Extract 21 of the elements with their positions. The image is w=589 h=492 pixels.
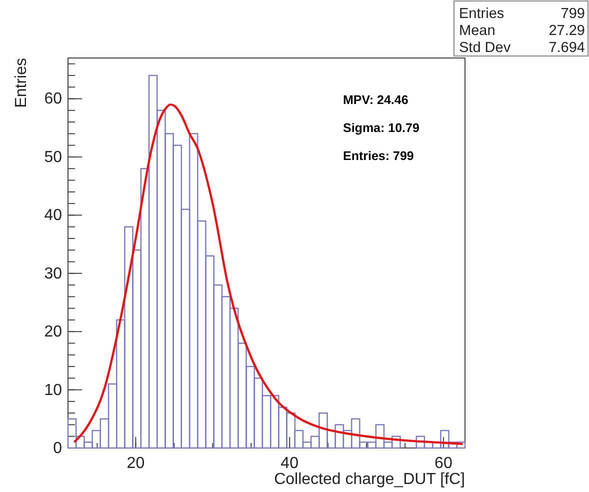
y-tick-label: 10	[44, 382, 62, 399]
annotation: MPV: 24.46	[343, 93, 408, 107]
annotation: Entries: 799	[343, 149, 414, 163]
text: 7.694	[548, 40, 585, 56]
y-tick-label: 30	[44, 265, 62, 282]
y-tick-label: 40	[44, 207, 62, 224]
x-axis-title: Collected charge_DUT [fC]	[274, 471, 465, 488]
annotation: Sigma: 10.79	[343, 121, 420, 135]
y-tick-label: 50	[44, 148, 62, 166]
y-tick-label: 60	[44, 90, 62, 108]
x-tick-label: 20	[126, 455, 145, 472]
x-tick-label: 60	[434, 455, 452, 472]
y-axis-title: Entries	[13, 58, 30, 108]
x-tick-label: 40	[280, 455, 299, 472]
text: 799	[560, 6, 585, 22]
text: Std Dev	[459, 40, 512, 56]
text: Entries	[459, 6, 504, 22]
y-tick-label: 0	[53, 440, 62, 457]
y-tick-label: 20	[44, 324, 62, 341]
text: 27.29	[548, 23, 585, 39]
text: Mean	[459, 23, 496, 39]
